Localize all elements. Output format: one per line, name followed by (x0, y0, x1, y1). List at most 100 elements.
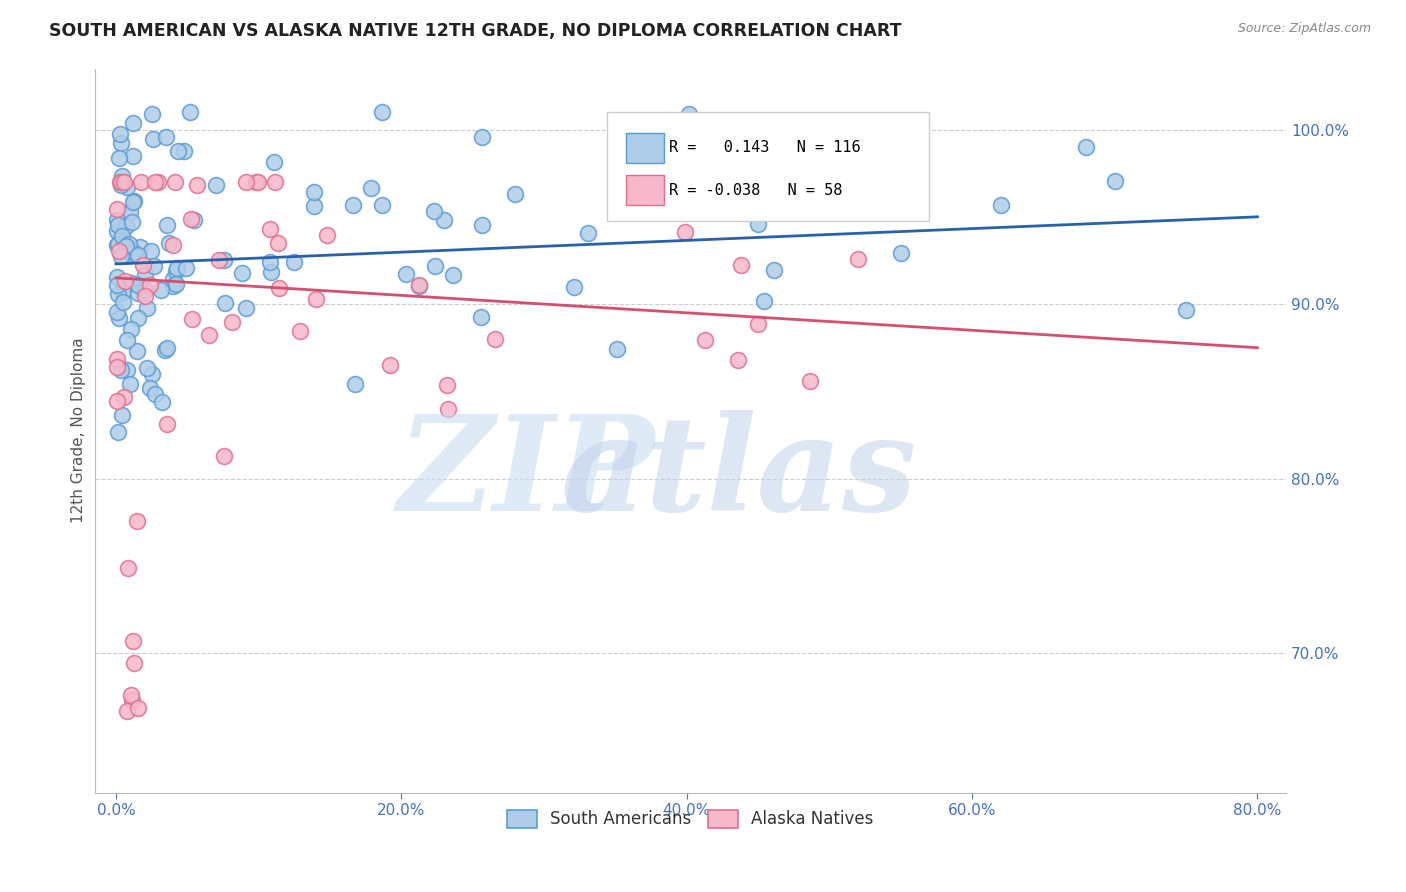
Point (290, 324, 312, 338)
Point (576, 226, 599, 240)
Point (139, 278, 162, 293)
Point (134, 283, 156, 297)
Point (408, 279, 430, 293)
Point (263, 155, 285, 169)
Point (107, 270, 129, 285)
Point (120, 321, 142, 335)
Point (107, 218, 129, 232)
Point (441, 268, 464, 282)
Point (163, 175, 186, 189)
Point (120, 276, 142, 290)
Point (143, 387, 166, 401)
Point (155, 130, 177, 145)
Point (157, 236, 180, 251)
Point (167, 145, 190, 159)
Point (890, 245, 912, 260)
Point (259, 222, 281, 236)
Point (162, 272, 184, 286)
FancyBboxPatch shape (626, 133, 664, 163)
Point (122, 656, 145, 670)
Point (758, 202, 780, 217)
Point (127, 285, 149, 300)
Point (131, 175, 153, 189)
Point (115, 239, 138, 253)
Point (115, 219, 138, 234)
Point (162, 238, 184, 252)
Text: ZIP: ZIP (396, 409, 655, 539)
Point (370, 105, 392, 120)
Text: Source: ZipAtlas.com: Source: ZipAtlas.com (1237, 22, 1371, 36)
Point (817, 192, 839, 206)
Point (115, 363, 138, 377)
Point (205, 178, 228, 193)
Point (122, 116, 145, 130)
Point (134, 268, 156, 283)
Point (678, 107, 700, 121)
Point (179, 211, 201, 226)
Point (107, 305, 129, 319)
Point (846, 252, 869, 267)
Point (156, 341, 179, 355)
Point (107, 238, 129, 252)
Point (747, 317, 769, 331)
Point (135, 360, 157, 375)
Point (108, 244, 131, 259)
Point (283, 255, 305, 269)
Point (433, 213, 456, 227)
Point (128, 240, 150, 254)
Point (127, 701, 149, 715)
Point (122, 244, 145, 259)
Point (1104, 174, 1126, 188)
Point (110, 136, 132, 150)
Point (127, 311, 149, 326)
Point (214, 295, 236, 310)
Point (156, 417, 179, 431)
Point (212, 253, 235, 268)
Point (108, 175, 131, 189)
Point (990, 198, 1012, 212)
Text: R = -0.038   N = 58: R = -0.038 N = 58 (669, 183, 842, 198)
Point (146, 175, 169, 189)
Point (231, 266, 253, 280)
Point (1076, 139, 1098, 153)
Point (117, 334, 139, 348)
Point (132, 258, 155, 272)
Point (503, 186, 526, 201)
Point (117, 704, 139, 718)
Point (153, 343, 176, 358)
Point (198, 328, 221, 343)
Point (423, 203, 446, 218)
Point (208, 252, 231, 267)
Point (142, 132, 165, 146)
Point (305, 293, 328, 307)
Point (302, 185, 325, 199)
Point (156, 218, 179, 232)
Point (117, 179, 139, 194)
Text: R =   0.143   N = 116: R = 0.143 N = 116 (669, 140, 860, 155)
Point (471, 129, 494, 144)
Point (676, 175, 699, 189)
Point (118, 236, 141, 251)
Point (166, 261, 188, 276)
Point (564, 279, 586, 293)
Point (107, 425, 129, 439)
FancyBboxPatch shape (607, 112, 928, 220)
Point (315, 228, 337, 243)
Point (235, 175, 257, 189)
Point (127, 514, 149, 528)
Point (107, 277, 129, 292)
Point (118, 377, 141, 392)
Point (107, 213, 129, 227)
Point (141, 244, 163, 258)
Y-axis label: 12th Grade, No Diploma: 12th Grade, No Diploma (72, 338, 86, 524)
Point (371, 198, 394, 212)
Point (111, 295, 134, 310)
Legend: South Americans, Alaska Natives: South Americans, Alaska Natives (501, 803, 880, 835)
Point (378, 358, 401, 372)
Point (125, 343, 148, 358)
Point (752, 293, 775, 308)
Point (110, 169, 132, 184)
Point (683, 204, 706, 219)
Point (107, 287, 129, 301)
Point (799, 374, 821, 388)
